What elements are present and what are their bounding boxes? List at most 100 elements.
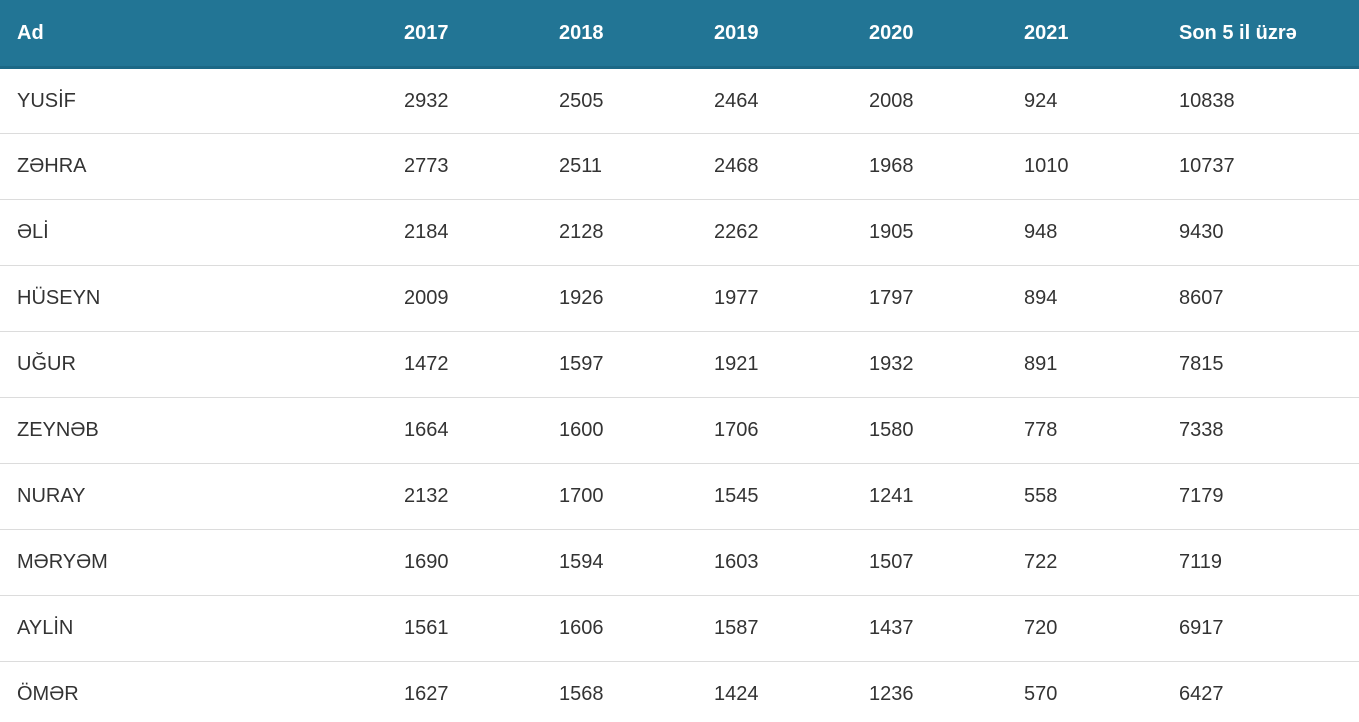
year-2019-cell: 1977 — [714, 265, 869, 332]
year-2020-cell: 1437 — [869, 595, 1024, 662]
count-value: 2932 — [404, 89, 449, 112]
year-2021-cell: 924 — [1024, 67, 1179, 134]
table-row: NURAY 2132 1700 1545 1241 558 7179 — [0, 463, 1359, 530]
count-value: 1561 — [404, 617, 449, 639]
count-value: 1424 — [714, 683, 759, 705]
table-row: AYLİN 1561 1606 1587 1437 720 6917 — [0, 595, 1359, 662]
year-2017-cell: 2184 — [404, 199, 559, 266]
count-value: 1236 — [869, 683, 914, 705]
column-header-label: 2018 — [559, 22, 604, 44]
count-value: 2008 — [869, 89, 914, 112]
year-2020-cell: 1507 — [869, 529, 1024, 596]
column-header-2018: 2018 — [559, 0, 714, 69]
table-row: ZƏHRA 2773 2511 2468 1968 1010 10737 — [0, 133, 1359, 200]
count-value: 1700 — [559, 485, 604, 507]
year-2020-cell: 1905 — [869, 199, 1024, 266]
total-value: 10737 — [1179, 155, 1235, 177]
count-value: 1690 — [404, 551, 449, 573]
count-value: 720 — [1024, 617, 1058, 639]
name-value: MƏRYƏM — [17, 551, 108, 573]
year-2018-cell: 1926 — [559, 265, 714, 332]
total-cell: 6917 — [1179, 595, 1359, 662]
total-value: 6917 — [1179, 617, 1224, 639]
year-2018-cell: 2128 — [559, 199, 714, 266]
column-header-name: Ad — [0, 0, 404, 69]
name-value: ZƏHRA — [17, 155, 87, 177]
total-value: 7338 — [1179, 419, 1224, 441]
table-row: ZEYNƏB 1664 1600 1706 1580 778 7338 — [0, 397, 1359, 464]
year-2017-cell: 2932 — [404, 67, 559, 134]
table-row: UĞUR 1472 1597 1921 1932 891 7815 — [0, 331, 1359, 398]
count-value: 558 — [1024, 485, 1058, 507]
count-value: 1437 — [869, 617, 914, 639]
name-value: ÖMƏR — [17, 683, 79, 705]
table-row: YUSİF 2932 2505 2464 2008 924 10838 — [0, 67, 1359, 134]
year-2017-cell: 2773 — [404, 133, 559, 200]
count-value: 1600 — [559, 419, 604, 441]
total-cell: 8607 — [1179, 265, 1359, 332]
total-cell: 10838 — [1179, 67, 1359, 134]
total-cell: 6427 — [1179, 661, 1359, 722]
year-2019-cell: 2464 — [714, 67, 869, 134]
column-header-total: Son 5 il üzrə — [1179, 0, 1359, 69]
year-2019-cell: 1424 — [714, 661, 869, 722]
count-value: 948 — [1024, 221, 1058, 243]
year-2021-cell: 570 — [1024, 661, 1179, 722]
count-value: 1580 — [869, 419, 914, 441]
count-value: 1241 — [869, 485, 914, 507]
total-cell: 9430 — [1179, 199, 1359, 266]
column-header-2021: 2021 — [1024, 0, 1179, 69]
count-value: 1921 — [714, 353, 759, 375]
year-2019-cell: 1587 — [714, 595, 869, 662]
year-2021-cell: 722 — [1024, 529, 1179, 596]
year-2020-cell: 1236 — [869, 661, 1024, 722]
name-cell: ZEYNƏB — [0, 397, 404, 464]
count-value: 1905 — [869, 221, 914, 243]
total-cell: 7119 — [1179, 529, 1359, 596]
year-2017-cell: 2132 — [404, 463, 559, 530]
name-cell: NURAY — [0, 463, 404, 530]
count-value: 1797 — [869, 287, 914, 309]
column-header-label: 2021 — [1024, 22, 1069, 44]
year-2021-cell: 720 — [1024, 595, 1179, 662]
count-value: 1664 — [404, 419, 449, 441]
year-2018-cell: 1597 — [559, 331, 714, 398]
count-value: 778 — [1024, 419, 1058, 441]
name-value: YUSİF — [17, 89, 76, 112]
count-value: 1568 — [559, 683, 604, 705]
name-cell: ZƏHRA — [0, 133, 404, 200]
total-value: 10838 — [1179, 89, 1235, 112]
count-value: 2464 — [714, 89, 759, 112]
year-2019-cell: 1603 — [714, 529, 869, 596]
year-2021-cell: 948 — [1024, 199, 1179, 266]
year-2017-cell: 1561 — [404, 595, 559, 662]
year-2021-cell: 1010 — [1024, 133, 1179, 200]
year-2017-cell: 1627 — [404, 661, 559, 722]
table-row: ÖMƏR 1627 1568 1424 1236 570 6427 — [0, 661, 1359, 722]
count-value: 1472 — [404, 353, 449, 375]
year-2020-cell: 1968 — [869, 133, 1024, 200]
count-value: 2773 — [404, 155, 449, 177]
column-header-label: Ad — [17, 22, 44, 44]
name-cell: YUSİF — [0, 67, 404, 134]
year-2021-cell: 558 — [1024, 463, 1179, 530]
count-value: 1706 — [714, 419, 759, 441]
name-value: HÜSEYN — [17, 287, 101, 309]
name-value: NURAY — [17, 485, 86, 507]
count-value: 1587 — [714, 617, 759, 639]
year-2018-cell: 1606 — [559, 595, 714, 662]
count-value: 1507 — [869, 551, 914, 573]
count-value: 2505 — [559, 89, 604, 112]
column-header-label: 2020 — [869, 22, 914, 44]
year-2019-cell: 2262 — [714, 199, 869, 266]
name-cell: HÜSEYN — [0, 265, 404, 332]
total-value: 7179 — [1179, 485, 1224, 507]
name-value: AYLİN — [17, 617, 74, 639]
name-cell: MƏRYƏM — [0, 529, 404, 596]
count-value: 2511 — [559, 155, 603, 177]
year-2021-cell: 894 — [1024, 265, 1179, 332]
count-value: 924 — [1024, 89, 1058, 112]
column-header-label: 2017 — [404, 22, 449, 44]
column-header-2019: 2019 — [714, 0, 869, 69]
